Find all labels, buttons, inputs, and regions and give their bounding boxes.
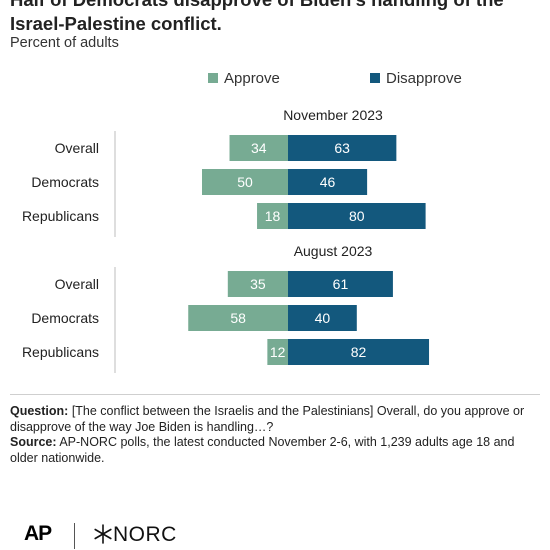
legend-swatch-disapprove bbox=[370, 73, 380, 83]
category-label: Republicans bbox=[22, 344, 99, 360]
question-note: Question: [The conflict between the Isra… bbox=[10, 404, 530, 435]
data-label-disapprove: 40 bbox=[315, 310, 331, 326]
bar-disapprove bbox=[288, 305, 357, 331]
group-title: August 2023 bbox=[294, 243, 373, 259]
category-label: Republicans bbox=[22, 208, 99, 224]
bar-disapprove bbox=[288, 203, 426, 229]
legend-item-disapprove: Disapprove bbox=[370, 70, 462, 87]
diverging-bar-chart: November 2023 Overall 34 63 Democrats 50 46 Rep… bbox=[22, 107, 430, 373]
bar-disapprove bbox=[288, 271, 393, 297]
norc-logo: NORC bbox=[113, 523, 177, 546]
bar-disapprove bbox=[288, 135, 397, 161]
category-label: Overall bbox=[55, 140, 99, 156]
norc-star-icon bbox=[94, 524, 112, 544]
data-label-approve: 12 bbox=[270, 344, 286, 360]
category-label: Democrats bbox=[31, 310, 99, 326]
data-label-disapprove: 82 bbox=[351, 344, 367, 360]
bar-approve bbox=[257, 203, 288, 229]
bar-approve bbox=[188, 305, 288, 331]
data-label-disapprove: 61 bbox=[333, 276, 349, 292]
bar-approve bbox=[202, 169, 288, 195]
group-title: November 2023 bbox=[283, 107, 383, 123]
data-label-disapprove: 63 bbox=[334, 140, 350, 156]
bar-approve bbox=[267, 339, 288, 365]
source-note: Source: AP-NORC polls, the latest conduc… bbox=[10, 435, 530, 466]
chart-title: Half of Democrats disapprove of Biden's … bbox=[10, 0, 504, 34]
data-label-approve: 18 bbox=[265, 208, 281, 224]
category-label: Democrats bbox=[31, 174, 99, 190]
legend-label-disapprove: Disapprove bbox=[386, 70, 462, 87]
source-label: Source: bbox=[10, 435, 57, 449]
bar-approve bbox=[229, 135, 288, 161]
question-label: Question: bbox=[10, 404, 69, 418]
chart-subtitle: Percent of adults bbox=[10, 35, 119, 51]
logo-separator bbox=[74, 523, 75, 549]
legend-swatch-approve bbox=[208, 73, 218, 83]
ap-logo: AP bbox=[24, 522, 52, 545]
bar-disapprove bbox=[288, 339, 430, 365]
legend-label-approve: Approve bbox=[224, 70, 280, 87]
data-label-approve: 50 bbox=[237, 174, 253, 190]
data-label-approve: 58 bbox=[230, 310, 246, 326]
category-label: Overall bbox=[55, 276, 99, 292]
notes-divider bbox=[10, 394, 540, 395]
question-text: [The conflict between the Israelis and t… bbox=[10, 404, 525, 434]
bar-disapprove bbox=[288, 169, 368, 195]
chart-notes: Question: [The conflict between the Isra… bbox=[10, 404, 530, 466]
data-label-disapprove: 80 bbox=[349, 208, 365, 224]
bar-approve bbox=[227, 271, 288, 297]
data-label-approve: 34 bbox=[251, 140, 267, 156]
source-text: AP-NORC polls, the latest conducted Nove… bbox=[10, 435, 515, 465]
legend-item-approve: Approve bbox=[208, 70, 280, 87]
data-label-disapprove: 46 bbox=[320, 174, 336, 190]
data-label-approve: 35 bbox=[250, 276, 266, 292]
